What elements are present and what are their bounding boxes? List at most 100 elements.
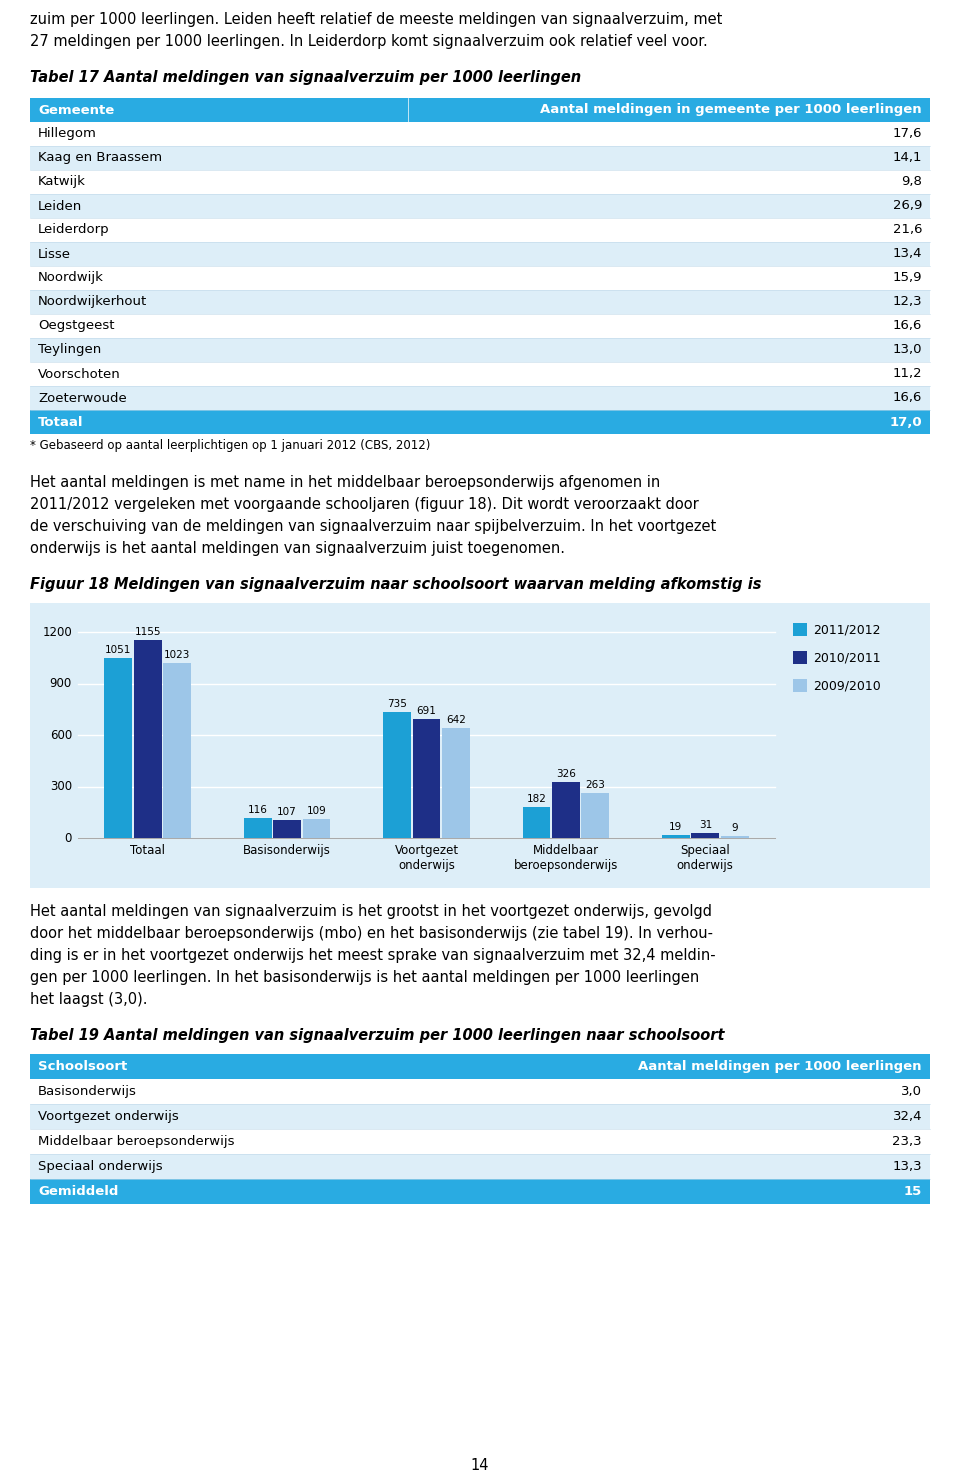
Bar <box>30 314 930 338</box>
Text: Katwijk: Katwijk <box>38 176 85 189</box>
Text: 12,3: 12,3 <box>893 295 922 308</box>
Bar <box>30 242 930 266</box>
Text: Hillegom: Hillegom <box>38 127 97 140</box>
Text: Aantal meldingen per 1000 leerlingen: Aantal meldingen per 1000 leerlingen <box>638 1061 922 1072</box>
Text: 2009/2010: 2009/2010 <box>813 680 880 692</box>
Text: Teylingen: Teylingen <box>38 344 101 357</box>
Text: Kaag en Braassem: Kaag en Braassem <box>38 152 162 165</box>
Text: 107: 107 <box>277 807 297 817</box>
Text: Zoeterwoude: Zoeterwoude <box>38 391 127 404</box>
Text: Figuur 18 Meldingen van signaalverzuim naar schoolsoort waarvan melding afkomsti: Figuur 18 Meldingen van signaalverzuim n… <box>30 577 761 591</box>
Text: 13,0: 13,0 <box>893 344 922 357</box>
Text: 16,6: 16,6 <box>893 391 922 404</box>
Text: Leiderdorp: Leiderdorp <box>38 224 109 236</box>
Bar <box>30 1103 930 1128</box>
Text: 1155: 1155 <box>134 627 161 637</box>
Text: 642: 642 <box>446 715 466 724</box>
Text: 691: 691 <box>417 707 437 717</box>
Bar <box>721 836 749 838</box>
Bar <box>133 640 161 838</box>
Text: 14,1: 14,1 <box>893 152 922 165</box>
Text: Voortgezet
onderwijs: Voortgezet onderwijs <box>395 844 459 872</box>
Text: ding is er in het voortgezet onderwijs het meest sprake van signaalverzuim met 3: ding is er in het voortgezet onderwijs h… <box>30 948 715 963</box>
Text: Totaal: Totaal <box>38 416 84 429</box>
Text: Tabel 19 Aantal meldingen van signaalverzuim per 1000 leerlingen naar schoolsoor: Tabel 19 Aantal meldingen van signaalver… <box>30 1028 725 1043</box>
Bar <box>30 122 930 146</box>
Text: 9: 9 <box>732 823 738 833</box>
Bar <box>274 820 301 838</box>
Text: 3,0: 3,0 <box>901 1086 922 1097</box>
Bar <box>30 291 930 314</box>
Bar <box>302 819 330 838</box>
Bar <box>552 782 580 838</box>
Text: 2011/2012: 2011/2012 <box>813 624 880 637</box>
Text: * Gebaseerd op aantal leerplichtigen op 1 januari 2012 (CBS, 2012): * Gebaseerd op aantal leerplichtigen op … <box>30 440 430 451</box>
Text: 116: 116 <box>248 805 268 816</box>
Text: Voortgezet onderwijs: Voortgezet onderwijs <box>38 1111 179 1122</box>
Text: 735: 735 <box>387 699 407 709</box>
Text: het laagst (3,0).: het laagst (3,0). <box>30 993 148 1007</box>
Bar <box>30 410 930 434</box>
Bar <box>442 727 469 838</box>
Text: 1051: 1051 <box>106 645 132 655</box>
Text: 0: 0 <box>64 832 72 845</box>
Text: gen per 1000 leerlingen. In het basisonderwijs is het aantal meldingen per 1000 : gen per 1000 leerlingen. In het basisond… <box>30 971 699 985</box>
Bar <box>30 170 930 195</box>
Text: Totaal: Totaal <box>131 844 165 857</box>
Text: 21,6: 21,6 <box>893 224 922 236</box>
Text: Noordwijkerhout: Noordwijkerhout <box>38 295 147 308</box>
Bar <box>30 1055 930 1080</box>
Bar <box>30 97 930 122</box>
Text: Middelbaar beroepsonderwijs: Middelbaar beroepsonderwijs <box>38 1134 234 1148</box>
Text: 19: 19 <box>669 822 683 832</box>
Text: 15,9: 15,9 <box>893 271 922 285</box>
Text: 326: 326 <box>556 768 576 779</box>
Text: 109: 109 <box>306 807 326 816</box>
Bar <box>244 819 272 838</box>
Bar <box>383 712 411 838</box>
Text: 1200: 1200 <box>42 625 72 639</box>
Text: Basisonderwijs: Basisonderwijs <box>38 1086 137 1097</box>
Text: Basisonderwijs: Basisonderwijs <box>243 844 331 857</box>
Bar <box>30 338 930 361</box>
Bar <box>793 650 807 664</box>
Bar <box>30 386 930 410</box>
Text: Lisse: Lisse <box>38 248 71 261</box>
Text: 15: 15 <box>903 1184 922 1198</box>
Bar <box>30 603 930 888</box>
Text: 182: 182 <box>527 794 546 804</box>
Text: Aantal meldingen in gemeente per 1000 leerlingen: Aantal meldingen in gemeente per 1000 le… <box>540 103 922 117</box>
Text: 26,9: 26,9 <box>893 199 922 212</box>
Text: 27 meldingen per 1000 leerlingen. In Leiderdorp komt signaalverzuim ook relatief: 27 meldingen per 1000 leerlingen. In Lei… <box>30 34 708 49</box>
Text: zuim per 1000 leerlingen. Leiden heeft relatief de meeste meldingen van signaalv: zuim per 1000 leerlingen. Leiden heeft r… <box>30 12 722 27</box>
Text: Tabel 17 Aantal meldingen van signaalverzuim per 1000 leerlingen: Tabel 17 Aantal meldingen van signaalver… <box>30 69 581 86</box>
Text: 13,4: 13,4 <box>893 248 922 261</box>
Text: Speciaal
onderwijs: Speciaal onderwijs <box>677 844 733 872</box>
Text: 17,6: 17,6 <box>893 127 922 140</box>
Bar <box>30 1128 930 1153</box>
Bar <box>30 218 930 242</box>
Bar <box>30 266 930 291</box>
Bar <box>30 146 930 170</box>
Bar <box>30 1179 930 1204</box>
Bar <box>30 361 930 386</box>
Text: 2010/2011: 2010/2011 <box>813 652 880 665</box>
Text: 2011/2012 vergeleken met voorgaande schooljaren (figuur 18). Dit wordt veroorzaa: 2011/2012 vergeleken met voorgaande scho… <box>30 497 699 512</box>
Bar <box>793 622 807 636</box>
Text: 11,2: 11,2 <box>893 367 922 381</box>
Bar <box>691 833 719 838</box>
Text: Oegstgeest: Oegstgeest <box>38 320 114 332</box>
Text: Gemiddeld: Gemiddeld <box>38 1184 118 1198</box>
Text: de verschuiving van de meldingen van signaalverzuim naar spijbelverzuim. In het : de verschuiving van de meldingen van sig… <box>30 519 716 534</box>
Bar <box>30 195 930 218</box>
Text: 14: 14 <box>470 1457 490 1474</box>
Text: Middelbaar
beroepsonderwijs: Middelbaar beroepsonderwijs <box>514 844 618 872</box>
Text: 31: 31 <box>699 820 712 829</box>
Text: 9,8: 9,8 <box>901 176 922 189</box>
Text: 1023: 1023 <box>164 649 190 659</box>
Text: door het middelbaar beroepsonderwijs (mbo) en het basisonderwijs (zie tabel 19).: door het middelbaar beroepsonderwijs (mb… <box>30 926 713 941</box>
Text: 900: 900 <box>50 677 72 690</box>
Text: 600: 600 <box>50 729 72 742</box>
Bar <box>413 720 441 838</box>
Text: Schoolsoort: Schoolsoort <box>38 1061 128 1072</box>
